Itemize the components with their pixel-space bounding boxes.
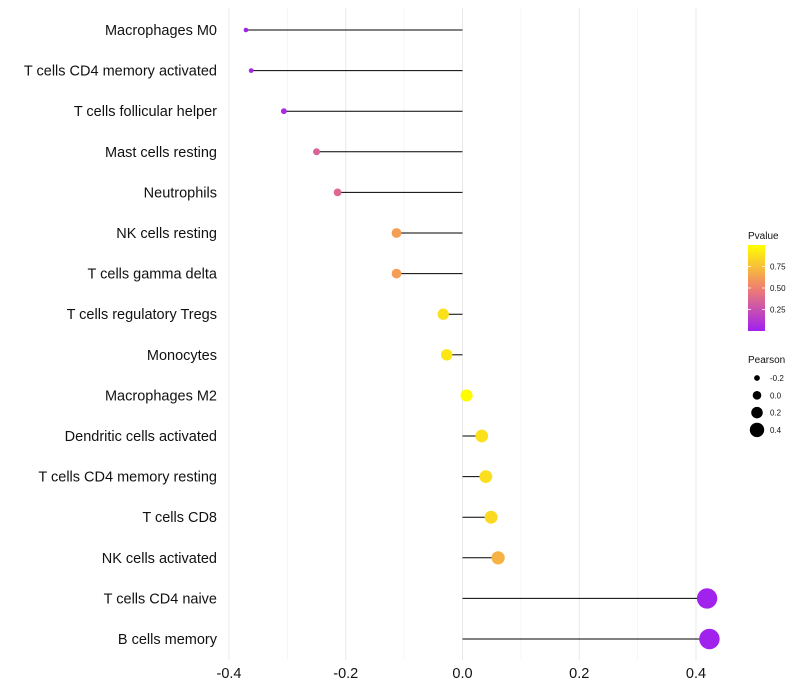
category-label: T cells regulatory Tregs [67,307,217,323]
data-point [391,228,402,238]
category-label: Macrophages M2 [105,388,217,404]
size-legend-label: 0.2 [770,409,782,418]
x-tick-label: 0.0 [452,666,472,682]
x-axis-ticks: -0.4 -0.2 0.0 0.2 0.4 [217,666,707,682]
legend: Pvalue 0.25 0.50 0.75 Pearson -0.2 0.0 0.2 0.4 [748,231,786,438]
size-legend-label: 0.0 [770,391,782,400]
category-label: Monocytes [147,348,217,364]
data-point [248,68,254,73]
size-legend-key [754,375,760,381]
data-point [280,108,287,115]
size-legend-key [749,422,765,438]
x-tick-label: 0.2 [569,666,589,682]
data-point [699,628,720,650]
stem-layer [245,29,710,640]
data-point [333,188,342,197]
size-legend-key [751,406,763,419]
data-point [491,551,505,565]
category-label: T cells follicular helper [74,104,217,120]
size-legend-label: 0.4 [770,426,782,435]
category-label: T cells CD8 [142,510,217,526]
x-tick-label: -0.2 [333,666,358,682]
color-legend-title: Pvalue [748,231,779,242]
data-point [484,510,498,524]
category-label: Neutrophils [144,185,217,201]
color-legend-label: 0.75 [770,263,786,272]
data-point [479,470,493,483]
data-point [391,268,402,279]
category-label: T cells CD4 memory activated [24,64,217,80]
color-legend-label: 0.50 [770,284,786,293]
size-legend-key [752,390,762,400]
category-label: Dendritic cells activated [65,429,217,445]
category-label: B cells memory [118,632,218,648]
color-legend-bar [748,245,765,331]
category-label: T cells CD4 memory resting [38,470,217,486]
data-point [243,27,249,33]
category-label: Macrophages M0 [105,23,217,39]
data-point [460,389,473,402]
size-legend-title: Pearson [748,355,785,366]
x-tick-label: 0.4 [686,666,706,682]
size-legend-label: -0.2 [770,374,784,383]
data-point [437,308,449,320]
category-label: NK cells activated [102,551,217,567]
color-legend-label: 0.25 [770,306,786,315]
category-labels: Macrophages M0 T cells CD4 memory activat… [24,23,218,648]
data-point [441,349,453,361]
category-label: Mast cells resting [105,145,217,161]
category-label: NK cells resting [116,226,217,242]
category-label: T cells gamma delta [88,267,218,283]
x-tick-label: -0.4 [217,666,242,682]
data-point [313,148,321,156]
data-point [475,429,489,443]
category-label: T cells CD4 naive [104,591,217,607]
grid-layer [228,8,697,660]
data-point [696,588,718,609]
point-layer [243,27,720,650]
